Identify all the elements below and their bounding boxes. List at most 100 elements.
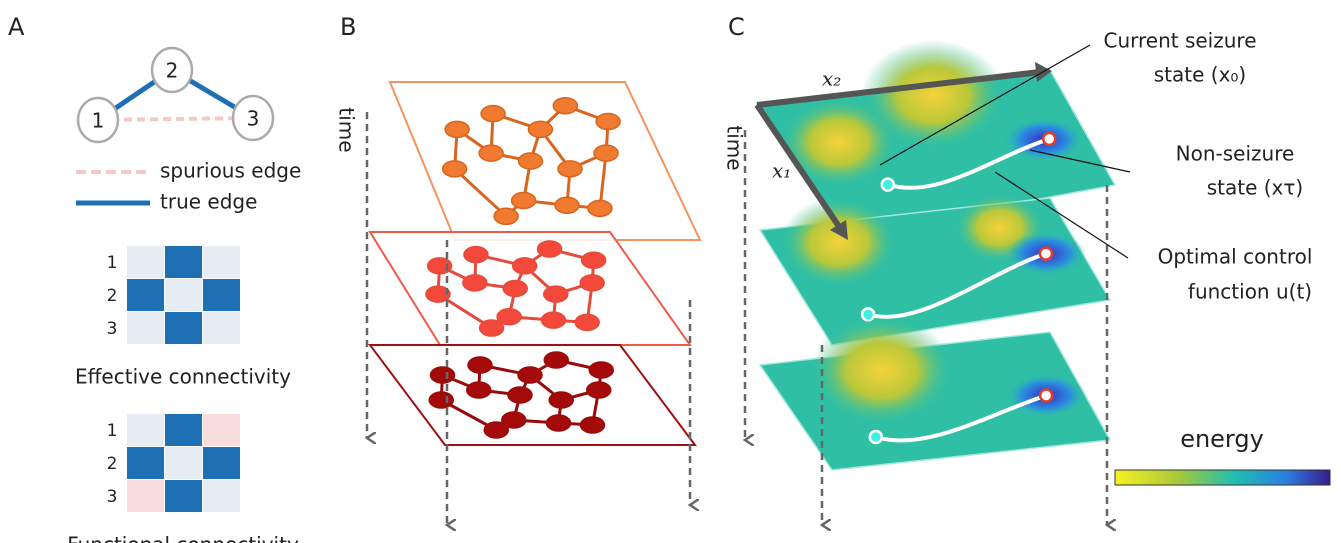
network-node: [596, 114, 620, 130]
start-state: [882, 179, 894, 191]
spurious-edge: [98, 118, 253, 120]
matrix-cell: [203, 447, 240, 479]
network-node: [594, 145, 618, 161]
node: 3: [233, 96, 273, 140]
matrix-caption: Functional connectivity: [67, 533, 299, 543]
energy-peak: [862, 40, 1005, 150]
row-label: 3: [107, 487, 118, 507]
annotation: Current seizure: [1103, 29, 1256, 53]
network-node: [445, 121, 469, 137]
legend-label: spurious edge: [160, 159, 301, 183]
annotation: state (xτ): [1207, 176, 1304, 200]
network-node: [587, 382, 611, 398]
colorbar: [1115, 470, 1330, 485]
energy-peak: [810, 315, 953, 425]
network-node: [484, 422, 508, 438]
legend-label: true edge: [160, 190, 257, 214]
matrix-cell: [165, 279, 202, 311]
network-node: [544, 286, 568, 302]
network-node: [467, 382, 491, 398]
matrix-cell: [165, 312, 202, 344]
annotation: Optimal control: [1158, 245, 1313, 269]
network-node: [538, 241, 562, 257]
target-state: [1040, 389, 1052, 401]
network-node: [575, 314, 599, 330]
network-node: [588, 200, 612, 216]
matrix-cell: [127, 480, 164, 512]
network-node: [479, 145, 503, 161]
row-label: 1: [107, 421, 118, 441]
network-node: [512, 193, 536, 209]
layer-plane: [390, 82, 700, 240]
matrix-cell: [127, 279, 164, 311]
network-node: [508, 387, 532, 403]
network-node: [429, 392, 453, 408]
matrix-cell: [203, 312, 240, 344]
network-node: [549, 392, 573, 408]
matrix-cell: [165, 447, 202, 479]
network-node: [528, 121, 552, 137]
matrix-cell: [203, 246, 240, 278]
matrix-cell: [127, 414, 164, 446]
energy-landscapes: [757, 40, 1115, 470]
annotation: function u(t): [1188, 280, 1312, 304]
start-state: [870, 431, 882, 443]
figure: A 1 2 3 spurious edge true edge 1 2 3 Effec…: [0, 0, 1341, 543]
target-state: [1040, 248, 1052, 260]
annotation: state (x₀): [1154, 63, 1246, 87]
network-node: [553, 98, 577, 114]
row-label: 3: [107, 319, 118, 339]
network-node: [443, 161, 467, 177]
network-node: [581, 417, 605, 433]
axis-label: x₁: [772, 159, 791, 183]
network-node: [541, 312, 565, 328]
matrix-cell: [127, 312, 164, 344]
layer-plane: [370, 232, 690, 345]
network-node: [513, 258, 537, 274]
network-layers: [370, 82, 700, 445]
axis-label: time: [335, 107, 359, 152]
network-node: [555, 197, 579, 213]
matrix-cell: [203, 480, 240, 512]
network-node: [558, 161, 582, 177]
network-node: [431, 367, 455, 383]
matrix-cell: [203, 279, 240, 311]
matrix-cell: [127, 447, 164, 479]
network-node: [481, 106, 505, 122]
colorbar-label: energy: [1180, 425, 1264, 453]
row-label: 2: [107, 286, 118, 306]
axis-label: x₂: [822, 67, 841, 91]
matrix-caption: Effective connectivity: [75, 365, 291, 389]
matrix-cell: [165, 414, 202, 446]
row-label: 1: [107, 253, 118, 273]
matrices: 1 2 3 Effective connectivity 1 2 3 Functional c…: [67, 246, 299, 543]
network-node: [589, 362, 613, 378]
network-node: [494, 208, 518, 224]
network-node: [503, 281, 527, 297]
network-node: [468, 357, 492, 373]
panel-label: B: [340, 13, 356, 41]
energy-peak: [780, 197, 897, 287]
network-node: [518, 367, 542, 383]
node-label: 2: [166, 59, 179, 83]
network-node: [544, 352, 568, 368]
node: 2: [152, 48, 192, 92]
network-node: [463, 275, 487, 291]
row-label: 2: [107, 454, 118, 474]
network-node: [582, 252, 606, 268]
panel-label: A: [8, 13, 25, 41]
network-node: [519, 153, 543, 169]
network-node: [464, 247, 488, 263]
network-node: [547, 415, 571, 431]
matrix-cell: [165, 246, 202, 278]
matrix-cell: [165, 480, 202, 512]
annotation: Non-seizure: [1176, 142, 1295, 166]
panel-label: C: [728, 13, 745, 41]
node-label: 1: [92, 109, 105, 133]
target-state: [1043, 133, 1055, 145]
network-node: [480, 320, 504, 336]
axis-label: time: [723, 125, 747, 170]
node: 1: [78, 98, 118, 142]
network-node: [580, 275, 604, 291]
node-label: 3: [247, 107, 260, 131]
